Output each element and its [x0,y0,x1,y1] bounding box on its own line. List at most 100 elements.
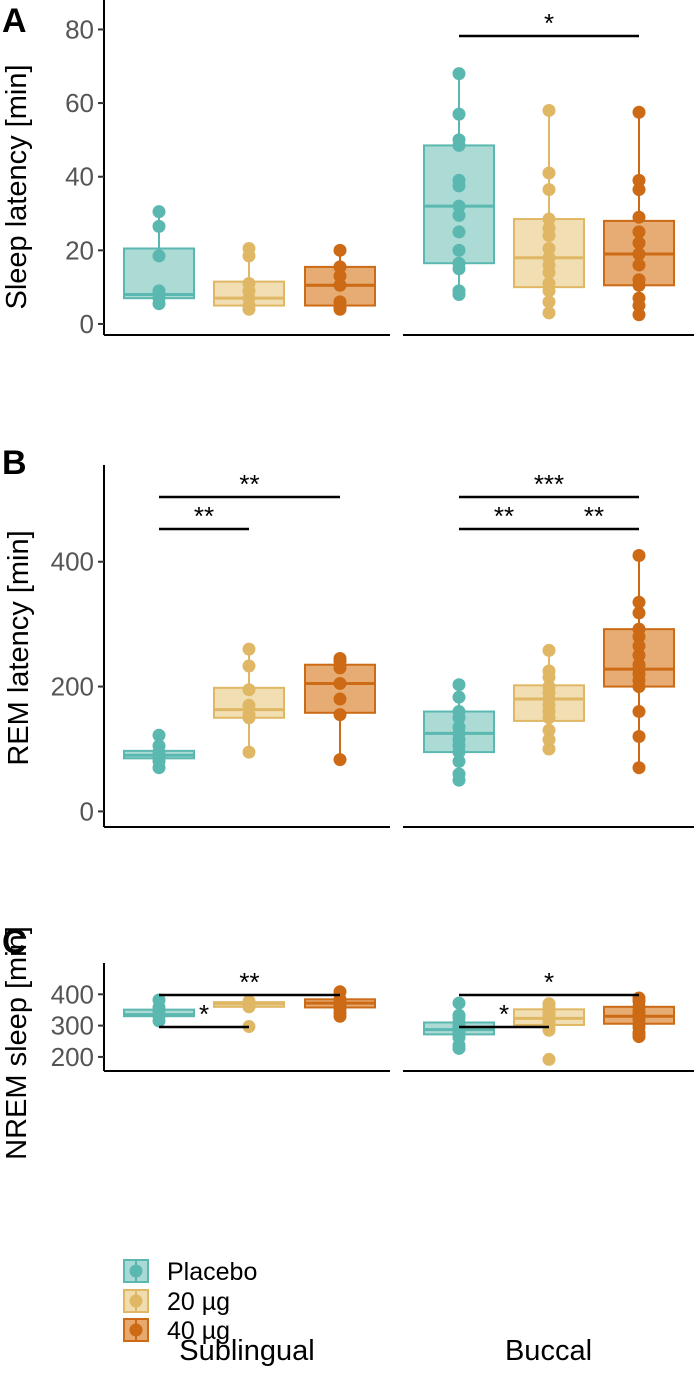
y-tick-label: 400 [51,979,94,1009]
box-buccal-40ug [603,991,675,1044]
y-tick-label: 40 [65,162,94,192]
data-point [242,249,256,263]
legend-swatch-point [129,1323,143,1337]
data-point [632,183,646,197]
data-point [542,711,556,725]
data-point [242,659,256,673]
data-point [632,761,646,775]
data-point [632,225,646,239]
data-point [242,698,256,712]
data-point [333,269,347,283]
box-buccal-placebo [423,67,495,302]
significance-label: * [199,999,209,1029]
legend-swatch-point [129,1294,143,1308]
box-sublingual-20ug [213,241,285,316]
data-point [452,179,466,193]
significance-label: ** [494,501,514,531]
data-point [632,705,646,719]
data-point [333,753,347,767]
data-point [333,661,347,675]
x-group-label-sublingual: Sublingual [179,1335,314,1367]
data-point [452,107,466,121]
data-point [632,210,646,224]
data-point [542,166,556,180]
box-buccal-placebo [423,678,495,787]
data-point [452,711,466,725]
data-point [542,742,556,756]
data-point [452,243,466,257]
data-point [632,1030,646,1044]
significance-label: ** [239,967,259,997]
y-tick-label: 20 [65,235,94,265]
data-point [632,549,646,562]
data-point [632,105,646,119]
data-point [542,643,556,657]
data-point [632,247,646,261]
data-point [242,1000,256,1014]
panel-a: A Sleep latency [min] 0 20 40 60 80 * [1,0,694,339]
data-point [632,648,646,662]
y-tick-label: 200 [51,1042,94,1072]
legend-swatch-point [129,1264,143,1278]
data-point [542,265,556,279]
data-point [632,173,646,187]
data-point [152,297,166,311]
data-point [333,243,347,257]
y-tick-label: 0 [80,796,94,826]
data-point [242,683,256,697]
box-sublingual-20ug [213,642,285,759]
data-point [632,606,646,620]
legend-label: Placebo [167,1258,257,1286]
data-point [542,241,556,255]
data-point [152,219,166,233]
significance-label: * [544,967,554,997]
panel-letter: C [2,923,27,961]
box-sublingual-40ug [304,243,376,316]
data-point [542,284,556,298]
data-point [333,708,347,722]
data-point [242,642,256,656]
data-point [333,692,347,706]
data-point [542,229,556,243]
significance-bracket: ** [159,967,340,997]
data-point [242,302,256,316]
data-point [542,306,556,320]
box-buccal-20ug [513,103,585,320]
data-point [152,728,166,742]
data-point [152,205,166,219]
data-point [242,745,256,759]
y-tick-label: 300 [51,1011,94,1041]
data-point [452,996,466,1010]
box-sublingual-40ug [304,985,376,1023]
data-point [632,680,646,694]
data-point [542,670,556,684]
y-tick-label: 200 [51,672,94,702]
y-axis-title: NREM sleep [min] [1,926,33,1160]
significance-bracket: ** [159,501,249,531]
y-tick-label: 60 [65,88,94,118]
y-axis-title: Sleep latency [min] [1,64,33,309]
significance-label: *** [534,469,564,499]
data-point [452,1041,466,1055]
legend-label: 20 µg [167,1288,230,1316]
box-buccal-40ug [603,549,675,775]
significance-bracket: *** [459,469,639,499]
data-point [542,723,556,737]
box-buccal-40ug [603,105,675,322]
data-point [452,678,466,692]
significance-bracket: ** [459,501,549,531]
data-point [632,308,646,322]
data-point [632,730,646,743]
data-point [333,260,347,274]
significance-label: ** [194,501,214,531]
significance-bracket: * [459,999,549,1029]
data-point [542,103,556,117]
significance-label: ** [584,501,604,531]
data-point [452,288,466,302]
box-sublingual-placebo [123,993,195,1028]
panel-letter: A [2,2,27,40]
